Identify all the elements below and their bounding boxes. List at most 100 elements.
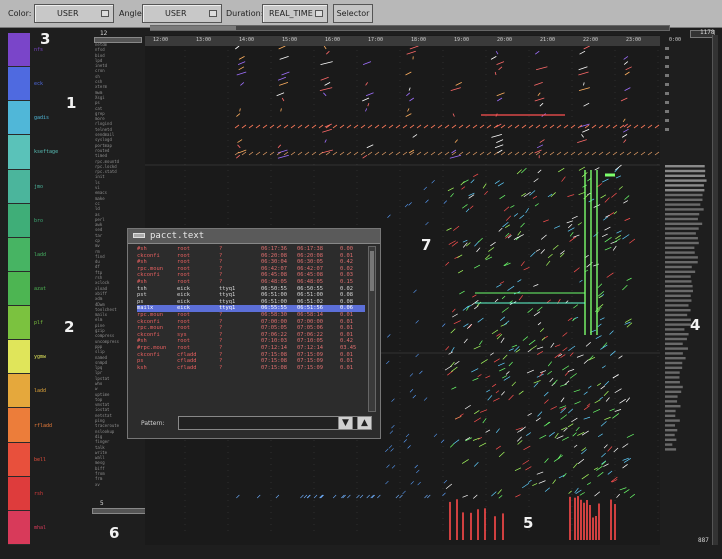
user-color-swatch[interactable] bbox=[8, 101, 30, 136]
pacct-record-row[interactable]: pst eick ttyq1 06:51:00 06:51:00 0.08 bbox=[137, 292, 365, 299]
user-color-swatch[interactable] bbox=[8, 67, 30, 102]
process-scroll-bottom[interactable] bbox=[92, 508, 146, 514]
user-color-swatch[interactable] bbox=[8, 271, 30, 306]
pacct-cell: ckconfi bbox=[137, 318, 160, 325]
activity-mark bbox=[304, 151, 310, 156]
activity-mark bbox=[554, 432, 559, 439]
activity-mark bbox=[523, 445, 531, 451]
user-label: eck bbox=[34, 81, 44, 88]
pacct-record-row[interactable]: tsh eick ttyq1 06:50:55 06:50:55 0.02 bbox=[137, 286, 365, 293]
histogram-bar bbox=[665, 357, 686, 360]
pacct-record-row[interactable]: ksh cfladd? 07:15:08 07:15:09 0.01 bbox=[137, 365, 365, 372]
selector-button[interactable]: Selector bbox=[333, 4, 373, 23]
pacct-cell: root bbox=[177, 318, 190, 325]
activity-mark bbox=[569, 232, 574, 237]
user-color-swatch[interactable] bbox=[8, 135, 30, 170]
pacct-record-row[interactable]: mailx eick ttyq1 06:55:55 06:51:56 0.06 bbox=[137, 305, 365, 312]
user-label: rsh bbox=[34, 490, 44, 497]
user-color-swatch[interactable] bbox=[8, 510, 30, 545]
activity-mark bbox=[623, 489, 630, 494]
activity-mark bbox=[578, 166, 586, 171]
user-color-swatch[interactable] bbox=[8, 33, 30, 68]
activity-mark bbox=[600, 344, 608, 350]
pacct-record-row[interactable]: ckconfi cfladd? 07:15:08 07:15:09 0.01 bbox=[137, 352, 365, 359]
duration-label: Duration: bbox=[226, 9, 264, 18]
pacct-record-row[interactable]: rpc.moun root? 06:58:30 06:58:14 0.01 bbox=[137, 312, 365, 319]
histogram-bar bbox=[665, 92, 669, 95]
pacct-record-row[interactable]: ckconfi sys? 07:06:22 07:06:22 0.01 bbox=[137, 332, 365, 339]
activity-mark bbox=[547, 370, 553, 375]
activity-mark bbox=[494, 71, 497, 76]
user-color-swatch[interactable] bbox=[8, 442, 30, 477]
activity-mark bbox=[281, 97, 285, 102]
user-color-swatch[interactable] bbox=[8, 306, 30, 341]
pacct-window-titlebar[interactable]: pacct.text bbox=[128, 229, 380, 244]
pacct-cell: ? bbox=[219, 265, 223, 272]
activity-mark bbox=[465, 437, 473, 442]
chevron-down-icon bbox=[101, 10, 109, 17]
activity-mark bbox=[297, 151, 303, 156]
user-label: azat bbox=[34, 286, 47, 292]
activity-mark bbox=[409, 45, 419, 50]
user-color-swatch[interactable] bbox=[8, 340, 30, 375]
activity-mark bbox=[413, 289, 417, 294]
process-scroll-top[interactable] bbox=[94, 37, 142, 43]
pacct-record-list[interactable]: #sh root? 06:17:36 06:17:38 0.00 ckconfi root?… bbox=[137, 246, 365, 412]
histogram-bar bbox=[665, 213, 700, 216]
activity-mark bbox=[388, 151, 394, 156]
pacct-cell: 06:20:08 bbox=[261, 252, 287, 259]
activity-mark bbox=[453, 225, 460, 231]
user-color-swatch[interactable] bbox=[8, 203, 30, 238]
pacct-record-row[interactable]: ps eick ttyq1 06:51:00 06:51:02 0.08 bbox=[137, 299, 365, 306]
vertical-scrollbar[interactable] bbox=[712, 35, 718, 545]
activity-mark bbox=[549, 377, 554, 383]
pacct-record-row[interactable]: #sh root? 07:10:03 07:10:05 0.42 bbox=[137, 338, 365, 345]
activity-mark bbox=[528, 479, 532, 483]
pacct-record-row[interactable]: rpc.moun root? 06:42:07 06:42:07 0.02 bbox=[137, 266, 365, 273]
activity-mark bbox=[495, 123, 502, 128]
search-up-button[interactable]: ▲ bbox=[357, 416, 372, 430]
pacct-record-row[interactable]: ckconfi root? 06:45:08 06:45:08 0.03 bbox=[137, 272, 365, 279]
activity-mark bbox=[624, 87, 631, 91]
pacct-record-row[interactable]: #sh root? 06:17:36 06:17:38 0.00 bbox=[137, 246, 365, 253]
user-color-swatch[interactable] bbox=[8, 169, 30, 204]
activity-mark bbox=[603, 390, 609, 397]
activity-mark bbox=[604, 197, 610, 203]
time-axis: 12:00 13:00 14:00 15:00 16:00 17:00 18:00 19:00… bbox=[145, 36, 681, 46]
activity-mark bbox=[277, 144, 282, 149]
activity-mark bbox=[507, 285, 515, 291]
pacct-record-row[interactable]: rpc.moun root? 07:05:05 07:05:06 0.01 bbox=[137, 325, 365, 332]
duration-select[interactable]: REAL_TIME bbox=[262, 4, 328, 23]
activity-mark bbox=[520, 261, 525, 267]
activity-mark bbox=[486, 151, 492, 156]
pacct-record-row[interactable]: #sh root? 06:30:04 06:30:05 0.42 bbox=[137, 259, 365, 266]
activity-mark bbox=[577, 222, 582, 226]
pattern-input[interactable] bbox=[178, 416, 362, 430]
activity-mark bbox=[498, 66, 503, 71]
angle-select[interactable]: USER bbox=[142, 4, 222, 23]
process-label: 4Dwm bbox=[95, 301, 105, 307]
user-color-swatch[interactable] bbox=[8, 408, 30, 443]
activity-mark bbox=[583, 416, 591, 420]
pacct-scrollbar-thumb[interactable] bbox=[370, 251, 374, 291]
activity-mark bbox=[277, 76, 287, 81]
activity-mark bbox=[623, 128, 629, 133]
color-select[interactable]: USER bbox=[34, 4, 114, 23]
user-color-swatch[interactable] bbox=[8, 374, 30, 409]
window-menu-icon[interactable] bbox=[133, 233, 145, 238]
search-down-button[interactable]: ▼ bbox=[338, 416, 353, 430]
activity-mark bbox=[654, 124, 660, 129]
pacct-record-row[interactable]: ckconfi root? 07:00:00 07:00:00 0.01 bbox=[137, 319, 365, 326]
pacct-record-row[interactable]: #sh root? 06:48:05 06:48:05 0.15 bbox=[137, 279, 365, 286]
activity-mark bbox=[640, 124, 646, 129]
time-scrollbar-thumb[interactable] bbox=[150, 26, 236, 30]
pacct-record-row[interactable]: #rpc.moun root? 07:12:14 07:12:14 03.45 bbox=[137, 345, 365, 352]
user-color-swatch[interactable] bbox=[8, 237, 30, 272]
activity-mark bbox=[446, 227, 452, 231]
histogram-bar bbox=[665, 280, 692, 283]
pacct-record-row[interactable]: ps cfladd? 07:15:08 07:15:09 0.01 bbox=[137, 358, 365, 365]
user-color-swatch[interactable] bbox=[8, 476, 30, 511]
pacct-cell: 0.01 bbox=[340, 331, 353, 338]
pacct-scrollbar[interactable] bbox=[368, 246, 376, 412]
pacct-record-row[interactable]: ckconfi root? 06:20:08 06:20:08 0.01 bbox=[137, 253, 365, 260]
